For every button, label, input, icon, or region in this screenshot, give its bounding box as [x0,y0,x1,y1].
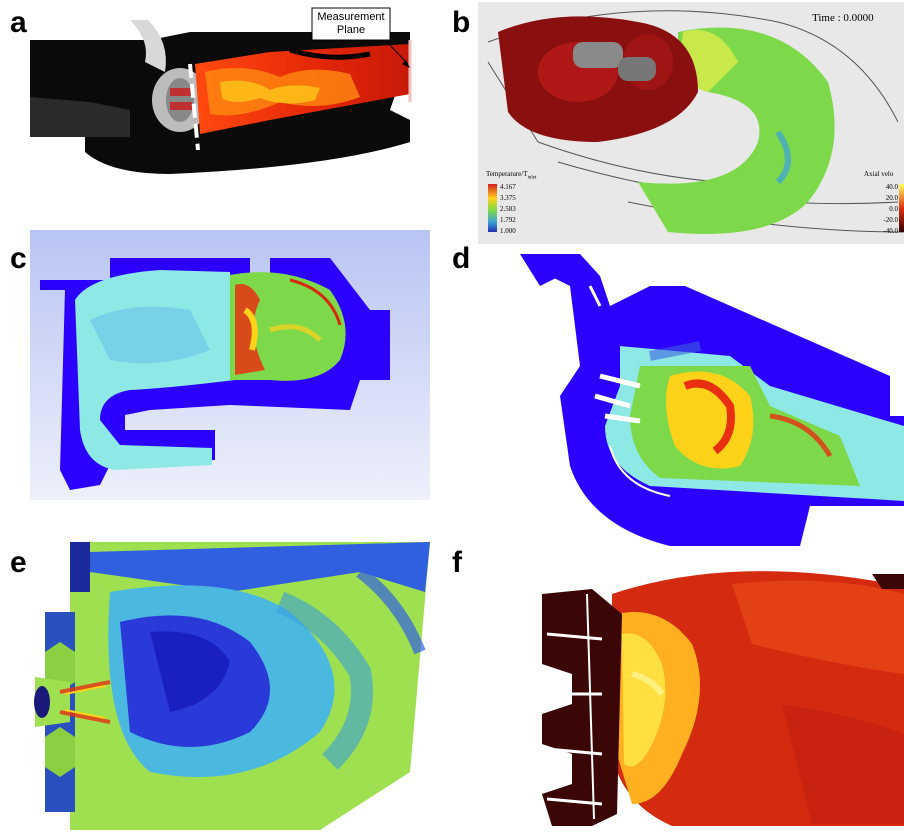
axial-velocity-title: Axial velo [864,170,894,178]
measurement-plane-label-line1: Measurement [317,11,385,23]
panel-label-a: a [10,6,27,39]
panel-label-b: b [452,6,471,39]
panel-c-annular-section [30,230,430,500]
panel-f-image [532,554,904,830]
time-readout: Time : 0.0000 [812,12,874,24]
panel-label-c: c [10,242,27,275]
panel-c-image [30,230,430,500]
colorbar-title: Temperature/Tinlet [486,170,537,181]
colorbar-tick: 4.167 [500,183,516,191]
panel-e-3d-sector [30,532,440,834]
panel-d-combustor-section [510,246,904,548]
colorbar-tick: 3.375 [500,194,516,202]
panel-label-e: e [10,546,27,579]
panel-a-image [30,7,412,174]
panel-e-image [30,532,440,834]
axial-tick: -40.0 [883,227,898,235]
measurement-plane-label-line2: Plane [336,24,366,36]
panel-b-image [478,2,904,244]
panel-a-combustor-section: Measurement Plane [30,2,446,192]
panel-label-f: f [452,546,462,579]
colorbar-ticks: 4.167 3.375 2.583 1.792 1.000 [500,182,516,237]
panel-f-temperature-section [532,554,904,830]
axial-tick: 0.0 [889,205,898,213]
panel-label-d: d [452,242,471,275]
axial-velocity-ticks: 40.0 20.0 0.0 -20.0 -40.0 [874,182,898,237]
axial-tick: 40.0 [885,183,898,191]
colorbar-tick: 1.792 [500,216,516,224]
axial-tick: 20.0 [885,194,898,202]
axial-tick: -20.0 [883,216,898,224]
colorbar-tick: 2.583 [500,205,516,213]
colorbar-tick: 1.000 [500,227,516,235]
panel-d-image [510,246,904,548]
panel-b-temperature-field: Time : 0.0000 Temperature/Tinlet 4.167 3… [478,2,904,244]
